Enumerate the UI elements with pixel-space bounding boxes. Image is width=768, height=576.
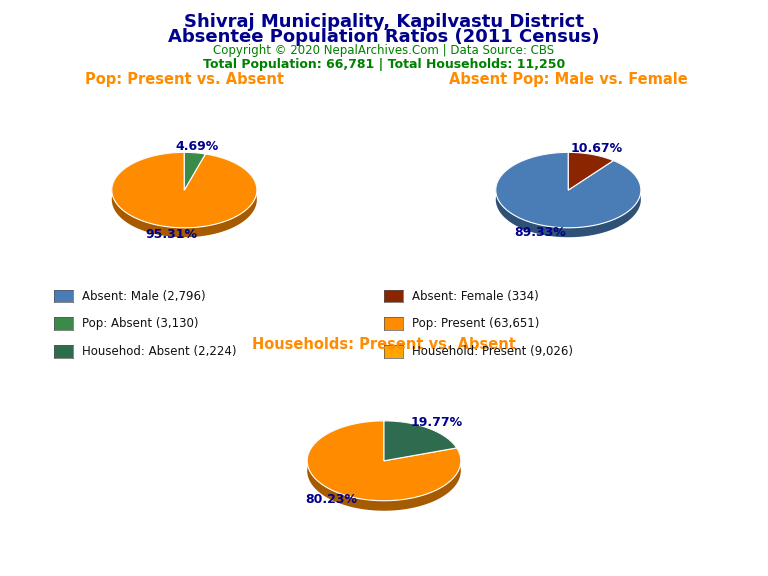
Text: Shivraj Municipality, Kapilvastu District: Shivraj Municipality, Kapilvastu Distric… <box>184 13 584 31</box>
Text: 80.23%: 80.23% <box>305 492 357 506</box>
Text: 4.69%: 4.69% <box>175 139 219 153</box>
Polygon shape <box>307 421 461 511</box>
Polygon shape <box>184 153 205 164</box>
Polygon shape <box>496 153 641 237</box>
Text: Househod: Absent (2,224): Househod: Absent (2,224) <box>82 345 237 358</box>
Text: 89.33%: 89.33% <box>515 226 566 238</box>
Polygon shape <box>496 153 641 228</box>
Polygon shape <box>568 153 614 170</box>
Title: Pop: Present vs. Absent: Pop: Present vs. Absent <box>84 72 284 87</box>
Text: Absent: Male (2,796): Absent: Male (2,796) <box>82 290 206 302</box>
Polygon shape <box>307 421 461 501</box>
Polygon shape <box>384 421 457 458</box>
Text: Total Population: 66,781 | Total Households: 11,250: Total Population: 66,781 | Total Househo… <box>203 58 565 71</box>
Text: Pop: Present (63,651): Pop: Present (63,651) <box>412 317 540 330</box>
Text: 10.67%: 10.67% <box>571 142 623 154</box>
Text: Copyright © 2020 NepalArchives.Com | Data Source: CBS: Copyright © 2020 NepalArchives.Com | Dat… <box>214 44 554 57</box>
Text: Absent: Female (334): Absent: Female (334) <box>412 290 539 302</box>
Text: Absentee Population Ratios (2011 Census): Absentee Population Ratios (2011 Census) <box>168 28 600 46</box>
Text: Pop: Absent (3,130): Pop: Absent (3,130) <box>82 317 199 330</box>
Text: 95.31%: 95.31% <box>146 228 197 241</box>
Text: 19.77%: 19.77% <box>411 416 463 429</box>
Polygon shape <box>568 153 614 190</box>
Polygon shape <box>384 421 457 461</box>
Polygon shape <box>112 153 257 237</box>
Title: Absent Pop: Male vs. Female: Absent Pop: Male vs. Female <box>449 72 687 87</box>
Polygon shape <box>112 153 257 228</box>
Title: Households: Present vs. Absent: Households: Present vs. Absent <box>252 337 516 352</box>
Polygon shape <box>184 153 205 190</box>
Text: Household: Present (9,026): Household: Present (9,026) <box>412 345 574 358</box>
